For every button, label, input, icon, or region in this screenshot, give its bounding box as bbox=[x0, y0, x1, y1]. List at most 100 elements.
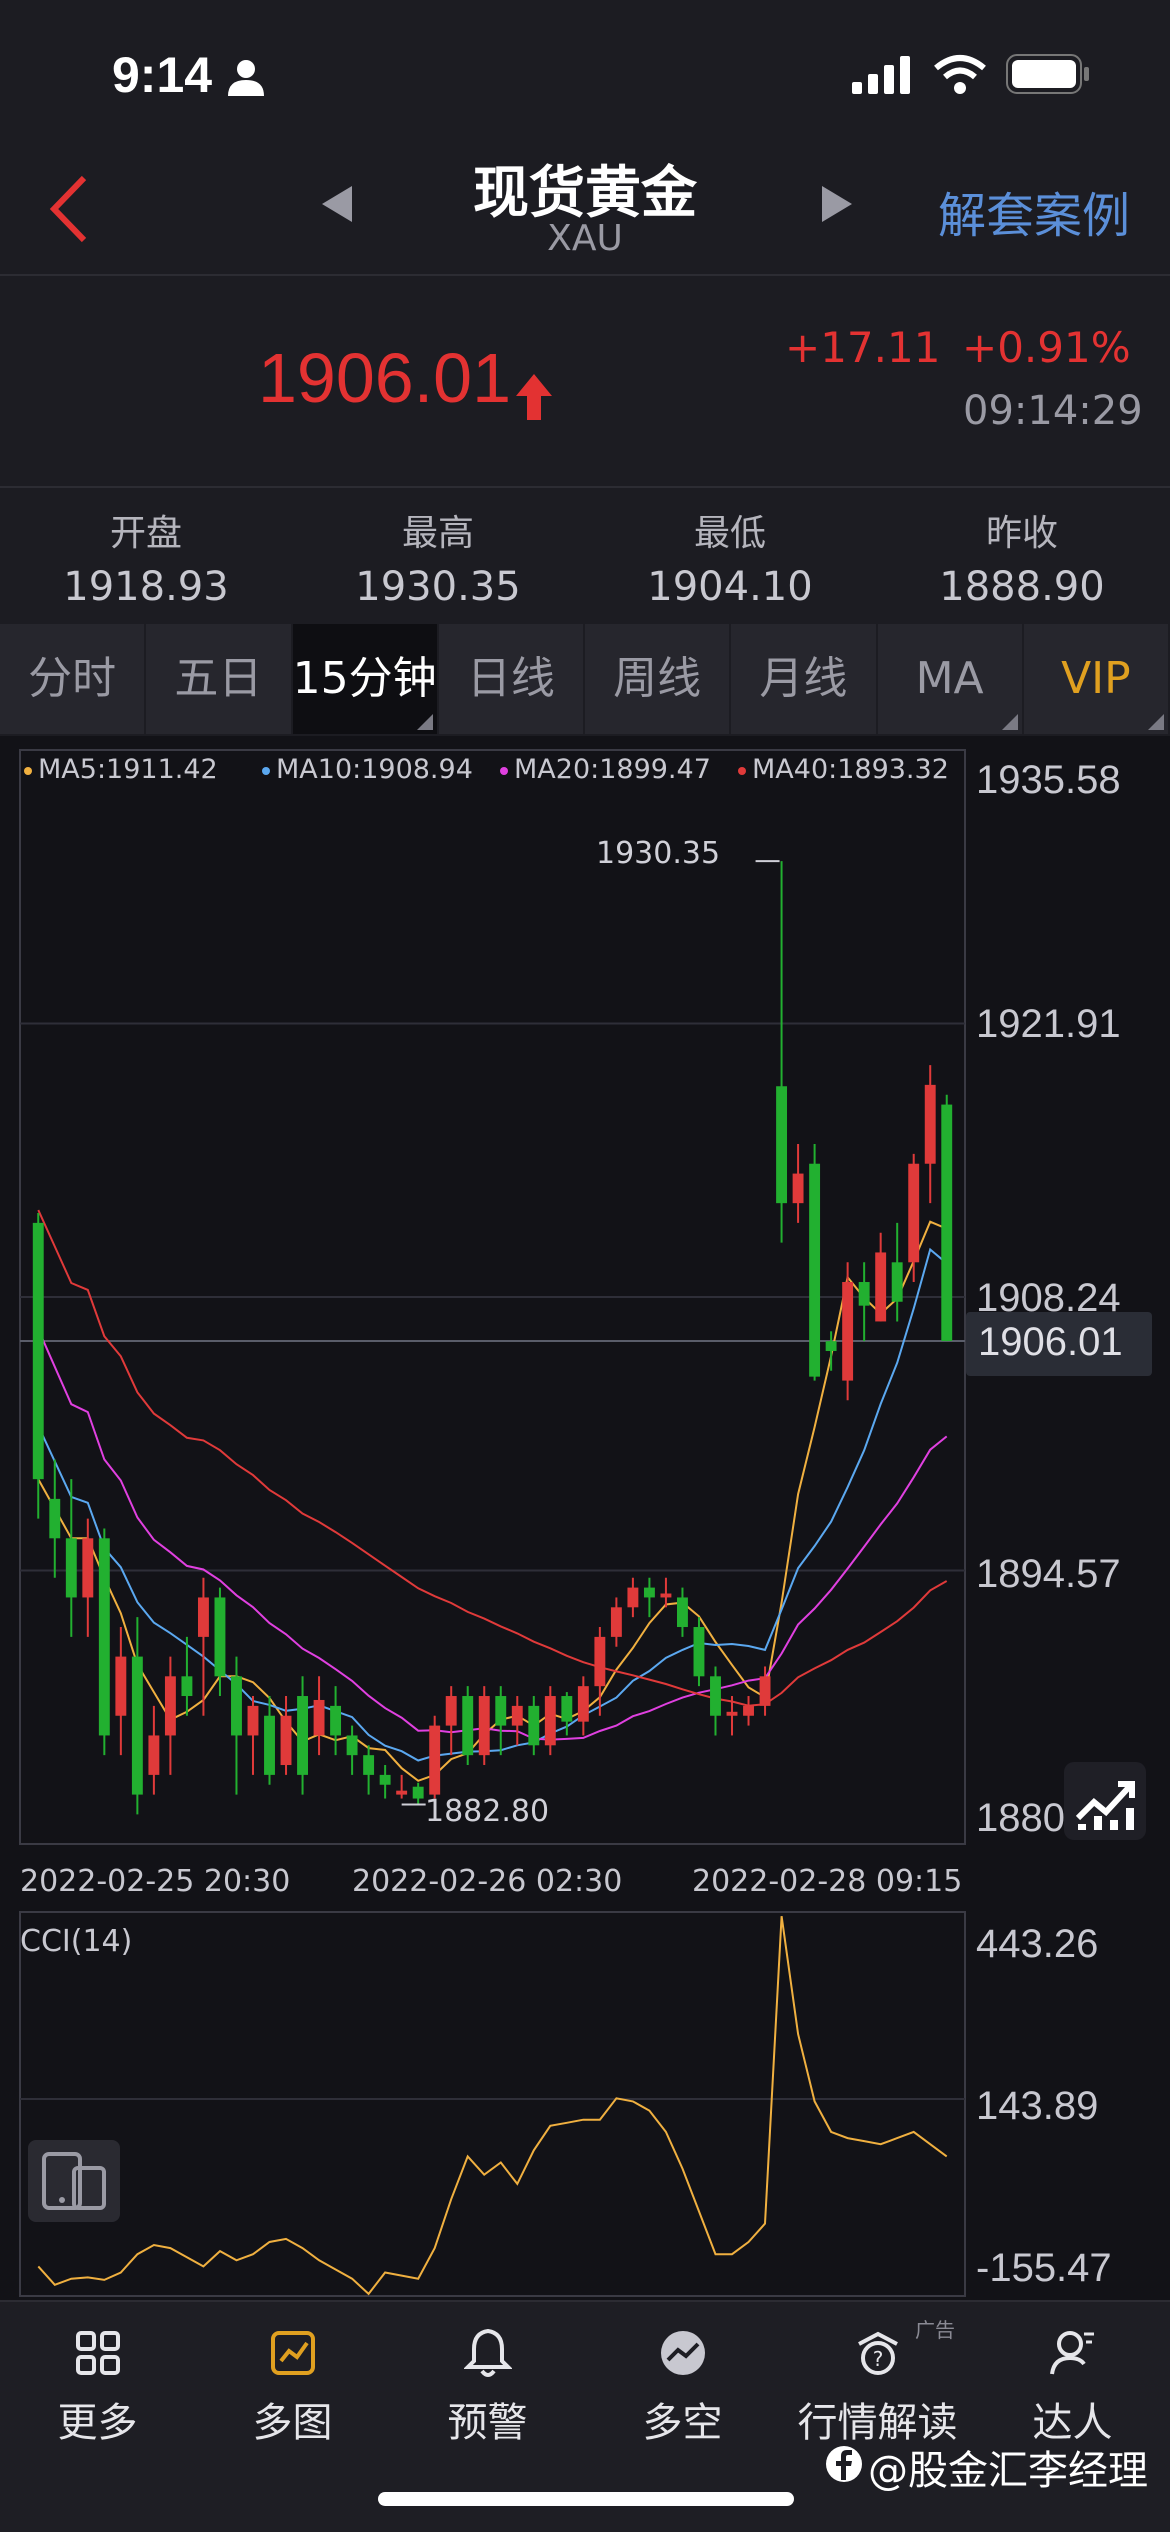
tab-intraday[interactable]: 分时 bbox=[0, 624, 147, 734]
dropdown-corner-icon bbox=[1001, 714, 1018, 730]
question-icon: ? bbox=[857, 2331, 898, 2375]
low-marker-label: 1882.80 bbox=[425, 1794, 550, 1829]
candle-body bbox=[941, 1104, 953, 1341]
back-icon[interactable] bbox=[46, 174, 90, 244]
period-tabs: 分时 五日 15分钟 日线 周线 月线 MA VIP bbox=[0, 624, 1170, 734]
tab-long-short[interactable]: 多空 bbox=[585, 2322, 780, 2448]
cci-tick-label: 143.89 bbox=[976, 2084, 1099, 2128]
candle-body bbox=[247, 1705, 259, 1736]
candle-body bbox=[231, 1676, 242, 1736]
tab-label: VIP bbox=[1061, 653, 1131, 704]
ma20-legend: MA20:1899.47 bbox=[500, 754, 711, 785]
ma40-line bbox=[37, 1209, 948, 1707]
tab-label: 预警 bbox=[447, 2400, 528, 2446]
ma10-line bbox=[37, 1247, 948, 1762]
ma40-dot bbox=[738, 766, 746, 775]
candle-body bbox=[660, 1593, 672, 1598]
y-tick-label: 1921.91 bbox=[976, 1002, 1121, 1046]
dropdown-corner-icon bbox=[1148, 714, 1164, 730]
cci-line bbox=[37, 1916, 948, 2296]
ma5-line bbox=[37, 1220, 948, 1782]
candle-body bbox=[776, 1086, 788, 1204]
candle-body bbox=[197, 1597, 209, 1637]
candle-body bbox=[181, 1676, 193, 1697]
tab-alert[interactable]: 预警 bbox=[390, 2322, 585, 2448]
candle-body bbox=[743, 1705, 754, 1716]
stat-prev-close: 昨收 1888.90 bbox=[876, 504, 1168, 610]
candle-body bbox=[544, 1696, 556, 1746]
tab-vip[interactable]: VIP bbox=[1024, 624, 1170, 734]
candle-body bbox=[264, 1715, 275, 1775]
stat-label: 最低 bbox=[693, 513, 766, 554]
candle-body bbox=[462, 1696, 474, 1756]
quote-time: 09:14:29 bbox=[963, 388, 1143, 434]
candle-body bbox=[875, 1252, 887, 1322]
tab-15min[interactable]: 15分钟 bbox=[292, 624, 439, 734]
tab-five-day[interactable]: 五日 bbox=[146, 624, 293, 734]
fullscreen-button[interactable] bbox=[28, 2140, 120, 2222]
candle-body bbox=[792, 1173, 804, 1204]
case-link[interactable]: 解套案例 bbox=[937, 188, 1130, 244]
price-change: +17.11 bbox=[785, 323, 941, 372]
home-indicator bbox=[378, 2492, 794, 2506]
candle-body bbox=[610, 1607, 622, 1637]
signal-icon bbox=[852, 56, 910, 94]
kline-chart[interactable] bbox=[0, 736, 1170, 2300]
tab-multi-chart[interactable]: 多图 bbox=[195, 2322, 390, 2448]
tab-monthly[interactable]: 月线 bbox=[731, 624, 878, 734]
candle-body bbox=[82, 1538, 94, 1598]
watermark: @股金汇李经理 bbox=[868, 2448, 1148, 2494]
candle-body bbox=[214, 1597, 226, 1677]
quote-panel: 1906.01 +17.11 +0.91% 09:14:29 bbox=[0, 278, 1170, 488]
candle-body bbox=[594, 1636, 606, 1687]
tab-label: 更多 bbox=[57, 2400, 138, 2446]
tab-experts[interactable]: 达人 bbox=[975, 2322, 1170, 2448]
tab-weekly[interactable]: 周线 bbox=[585, 624, 732, 734]
candle-body bbox=[726, 1711, 738, 1716]
tab-more[interactable]: 更多 bbox=[0, 2322, 195, 2448]
candle-body bbox=[677, 1597, 688, 1628]
candle-body bbox=[164, 1676, 176, 1736]
prev-symbol-icon[interactable] bbox=[320, 184, 354, 224]
candle-body bbox=[561, 1696, 573, 1722]
tab-label: 多空 bbox=[642, 2400, 723, 2446]
status-time: 9:14 bbox=[112, 47, 213, 103]
next-symbol-icon[interactable] bbox=[820, 184, 854, 224]
y-tick-label: 1935.58 bbox=[976, 758, 1121, 802]
ma5-legend: MA5:1911.42 bbox=[24, 754, 218, 785]
chart-area[interactable] bbox=[0, 736, 1170, 2300]
candle-body bbox=[528, 1705, 540, 1746]
bell-icon bbox=[463, 2328, 512, 2377]
ma20-legend-text: MA20:1899.47 bbox=[514, 754, 711, 785]
candle-body bbox=[313, 1699, 325, 1736]
candle-body bbox=[495, 1696, 507, 1726]
candle-body bbox=[627, 1587, 639, 1608]
ma10-dot bbox=[262, 766, 270, 775]
candle-body bbox=[891, 1262, 903, 1302]
candle-body bbox=[32, 1222, 44, 1480]
ma40-legend: MA40:1893.32 bbox=[738, 754, 949, 785]
candle-body bbox=[115, 1656, 127, 1716]
page-title: 现货黄金 bbox=[473, 161, 697, 226]
tab-ma[interactable]: MA bbox=[878, 624, 1024, 734]
stat-value: 1888.90 bbox=[939, 564, 1105, 610]
tab-daily[interactable]: 日线 bbox=[439, 624, 585, 734]
ma10-legend-text: MA10:1908.94 bbox=[276, 754, 473, 785]
symbol-code: XAU bbox=[547, 218, 623, 259]
high-marker-label: 1930.35 bbox=[596, 836, 721, 871]
stat-low: 最低 1904.10 bbox=[584, 504, 876, 610]
tab-market-insight[interactable]: 广告 ? 行情解读 bbox=[780, 2318, 975, 2448]
candle-body bbox=[429, 1725, 441, 1795]
ma20-dot bbox=[500, 766, 508, 775]
candle-body bbox=[809, 1163, 821, 1377]
ma10-legend: MA10:1908.94 bbox=[262, 754, 473, 785]
chart-tool-button[interactable] bbox=[1064, 1762, 1146, 1840]
candle-body bbox=[908, 1163, 920, 1263]
candle-body bbox=[445, 1696, 457, 1726]
trend-chart-icon bbox=[1075, 1781, 1135, 1830]
nav-bar: 现货黄金 XAU 解套案例 bbox=[0, 140, 1170, 276]
candle-body bbox=[577, 1686, 589, 1722]
candle-body bbox=[148, 1735, 160, 1775]
wifi-icon bbox=[934, 55, 986, 94]
person-status-icon bbox=[228, 60, 264, 96]
